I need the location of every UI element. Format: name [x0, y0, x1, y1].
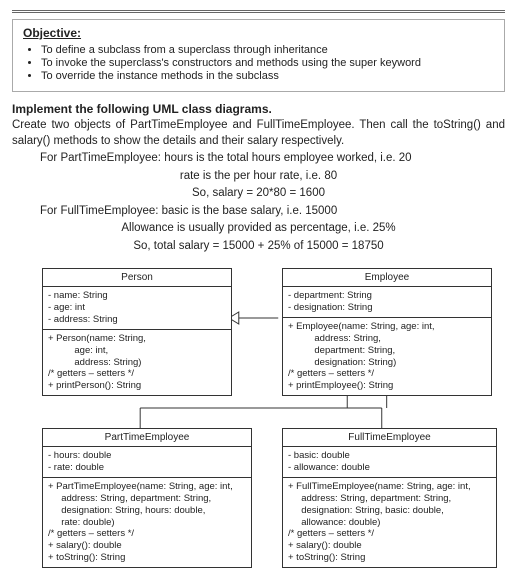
uml-ops: + Person(name: String, age: int, address…	[48, 333, 226, 392]
uml-attrs: - name: String - age: int - address: Str…	[48, 290, 226, 326]
uml-attrs: - department: String - designation: Stri…	[288, 290, 486, 314]
objective-bullet: To define a subclass from a superclass t…	[41, 44, 494, 56]
uml-attrs: - basic: double - allowance: double	[288, 450, 491, 474]
ft-basic-line: For FullTimeEmployee: basic is the base …	[12, 204, 505, 220]
objective-box: Objective: To define a subclass from a s…	[12, 19, 505, 92]
implement-heading: Implement the following UML class diagra…	[12, 102, 505, 116]
uml-class-title: FullTimeEmployee	[283, 429, 496, 447]
uml-diagram: Person - name: String - age: int - addre…	[12, 268, 505, 568]
uml-class-parttime: PartTimeEmployee - hours: double - rate:…	[42, 428, 252, 568]
intro-paragraph: Create two objects of PartTimeEmployee a…	[12, 118, 505, 149]
uml-ops: + PartTimeEmployee(name: String, age: in…	[48, 481, 246, 564]
pt-hours-line: For PartTimeEmployee: hours is the total…	[12, 151, 505, 167]
objective-bullet: To override the instance methods in the …	[41, 70, 494, 82]
ft-allowance-line: Allowance is usually provided as percent…	[12, 221, 505, 237]
objective-list: To define a subclass from a superclass t…	[23, 44, 494, 82]
uml-class-title: Person	[43, 269, 231, 287]
pt-salary-line: So, salary = 20*80 = 1600	[12, 186, 505, 202]
uml-ops: + FullTimeEmployee(name: String, age: in…	[288, 481, 491, 564]
objective-heading: Objective:	[23, 26, 494, 40]
uml-class-fulltime: FullTimeEmployee - basic: double - allow…	[282, 428, 497, 568]
uml-class-title: PartTimeEmployee	[43, 429, 251, 447]
top-rule	[12, 10, 505, 13]
uml-attrs: - hours: double - rate: double	[48, 450, 246, 474]
uml-class-employee: Employee - department: String - designat…	[282, 268, 492, 396]
ft-total-line: So, total salary = 15000 + 25% of 15000 …	[12, 239, 505, 255]
uml-class-person: Person - name: String - age: int - addre…	[42, 268, 232, 396]
uml-ops: + Employee(name: String, age: int, addre…	[288, 321, 486, 392]
uml-class-title: Employee	[283, 269, 491, 287]
pt-rate-line: rate is the per hour rate, i.e. 80	[12, 169, 505, 185]
objective-bullet: To invoke the superclass's constructors …	[41, 57, 494, 69]
